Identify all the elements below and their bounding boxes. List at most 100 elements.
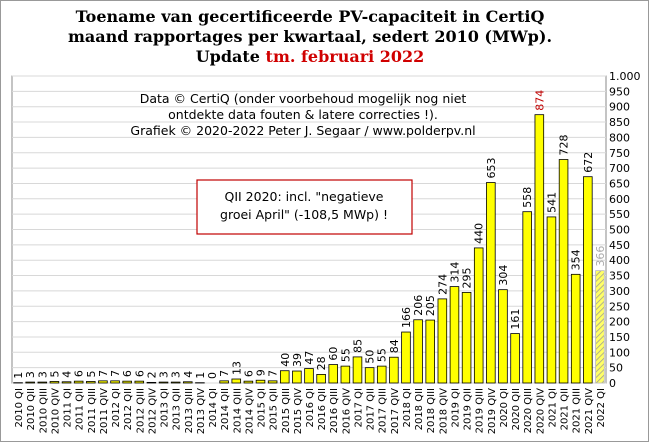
y-tick-label: 850 [609, 116, 630, 129]
x-tick-label: 2013 QIV [196, 388, 207, 434]
bar [473, 247, 484, 384]
x-tick-label: 2015 QIV [293, 388, 304, 434]
bar [522, 211, 532, 384]
bar [461, 292, 472, 384]
bar [86, 381, 96, 384]
chart-title: Toename van gecertificeerde PV-capacitei… [76, 7, 545, 26]
value-label: 40 [279, 353, 292, 367]
value-label: 39 [291, 353, 304, 367]
title-period: tm. februari 2022 [266, 47, 425, 66]
value-label: 6 [133, 370, 146, 377]
value-label: 295 [461, 267, 474, 288]
x-tick-label: 2013 QII [172, 388, 183, 430]
x-tick-label: 2016 QIV [341, 388, 352, 434]
bar [316, 374, 326, 384]
x-tick-label: 2014 QIII [232, 388, 243, 433]
y-tick-label: 800 [609, 131, 630, 144]
x-tick-label: 2011 QI [63, 388, 74, 427]
x-tick-label: 2017 QII [366, 388, 377, 430]
x-tick-label: 2014 QI [208, 388, 219, 427]
bar [340, 365, 351, 384]
value-label: 541 [545, 192, 558, 213]
bar [437, 298, 448, 384]
value-label: 5 [85, 370, 98, 377]
value-label: 206 [412, 295, 425, 316]
bar [425, 319, 435, 384]
x-tick-label: 2016 QII [317, 388, 328, 430]
y-tick-label: 600 [609, 193, 630, 206]
chart-title: maand rapportages per kwartaal, sedert 2… [68, 27, 552, 46]
x-tick-label: 2012 QIII [135, 388, 146, 433]
value-label: 4 [182, 371, 195, 378]
bar [486, 182, 496, 384]
x-tick-label: 2012 QII [123, 388, 134, 430]
x-tick-label: 2012 QI [111, 388, 122, 427]
bar [158, 381, 169, 384]
y-tick-label: 1.000 [609, 70, 641, 83]
bar [37, 381, 48, 384]
bar [534, 114, 545, 384]
y-tick-label: 400 [609, 254, 630, 267]
note-text: groei April" (-108,5 MWp) ! [220, 207, 388, 222]
bar [231, 378, 242, 384]
value-label: 354 [570, 249, 583, 270]
y-tick-label: 550 [609, 208, 630, 221]
bar [61, 381, 72, 384]
value-label: 55 [339, 348, 352, 362]
value-label: 6 [121, 370, 134, 377]
bar [146, 381, 157, 384]
bar [595, 270, 605, 384]
chart-title: Update tm. februari 2022 [196, 47, 425, 66]
y-tick-label: 450 [609, 239, 630, 252]
x-tick-label: 2020 QI [499, 388, 510, 427]
value-label: 558 [521, 187, 534, 208]
note-text: QII 2020: incl. "negatieve [225, 189, 384, 204]
bar [279, 370, 290, 384]
y-tick-label: 200 [609, 316, 630, 329]
x-tick-label: 2012 QIV [147, 388, 158, 434]
value-label: 6 [73, 370, 86, 377]
source-note: Data © CertiQ (onder voorbehoud mogelijk… [140, 91, 467, 106]
value-label: 1 [194, 372, 207, 379]
value-label: 7 [218, 370, 231, 377]
value-label: 874 [533, 90, 546, 111]
bar [558, 159, 569, 384]
source-note: Grafiek © 2020-2022 Peter J. Segaar / ww… [130, 123, 475, 138]
value-label: 5 [48, 370, 61, 377]
x-tick-label: 2017 QI [353, 388, 364, 427]
value-label: 166 [400, 307, 413, 328]
value-label: 84 [388, 339, 401, 353]
value-label: 28 [315, 356, 328, 370]
y-tick-label: 250 [609, 300, 630, 313]
x-tick-label: 2022 QI [596, 388, 607, 427]
bar [170, 381, 181, 384]
bar [255, 379, 266, 384]
value-label: 653 [485, 158, 498, 179]
value-label: 60 [327, 347, 340, 361]
bar [401, 331, 411, 384]
x-tick-label: 2011 QIV [99, 388, 110, 434]
bar [73, 380, 84, 384]
value-label: 50 [364, 350, 377, 364]
x-tick-label: 2011 QII [75, 388, 86, 430]
value-label: 9 [255, 369, 268, 376]
bar [49, 381, 60, 384]
x-tick-label: 2020 QII [511, 388, 522, 430]
bar [546, 216, 557, 384]
value-label: 672 [582, 152, 595, 173]
value-label: 4 [61, 371, 74, 378]
y-tick-label: 900 [609, 101, 630, 114]
value-label: 0 [206, 372, 219, 379]
bar [413, 319, 423, 384]
x-tick-label: 2019 QI [450, 388, 461, 427]
x-tick-label: 2013 QI [160, 388, 171, 427]
x-tick-label: 2015 QII [269, 388, 280, 430]
y-tick-label: 500 [609, 224, 630, 237]
source-note: ontdekte data fouten & latere correcties… [168, 107, 438, 122]
y-tick-label: 300 [609, 285, 630, 298]
x-tick-label: 2010 QII [26, 388, 37, 430]
x-tick-label: 2015 QIII [281, 388, 292, 433]
y-tick-label: 950 [609, 85, 630, 98]
y-tick-label: 100 [609, 346, 630, 359]
bar [110, 380, 120, 384]
